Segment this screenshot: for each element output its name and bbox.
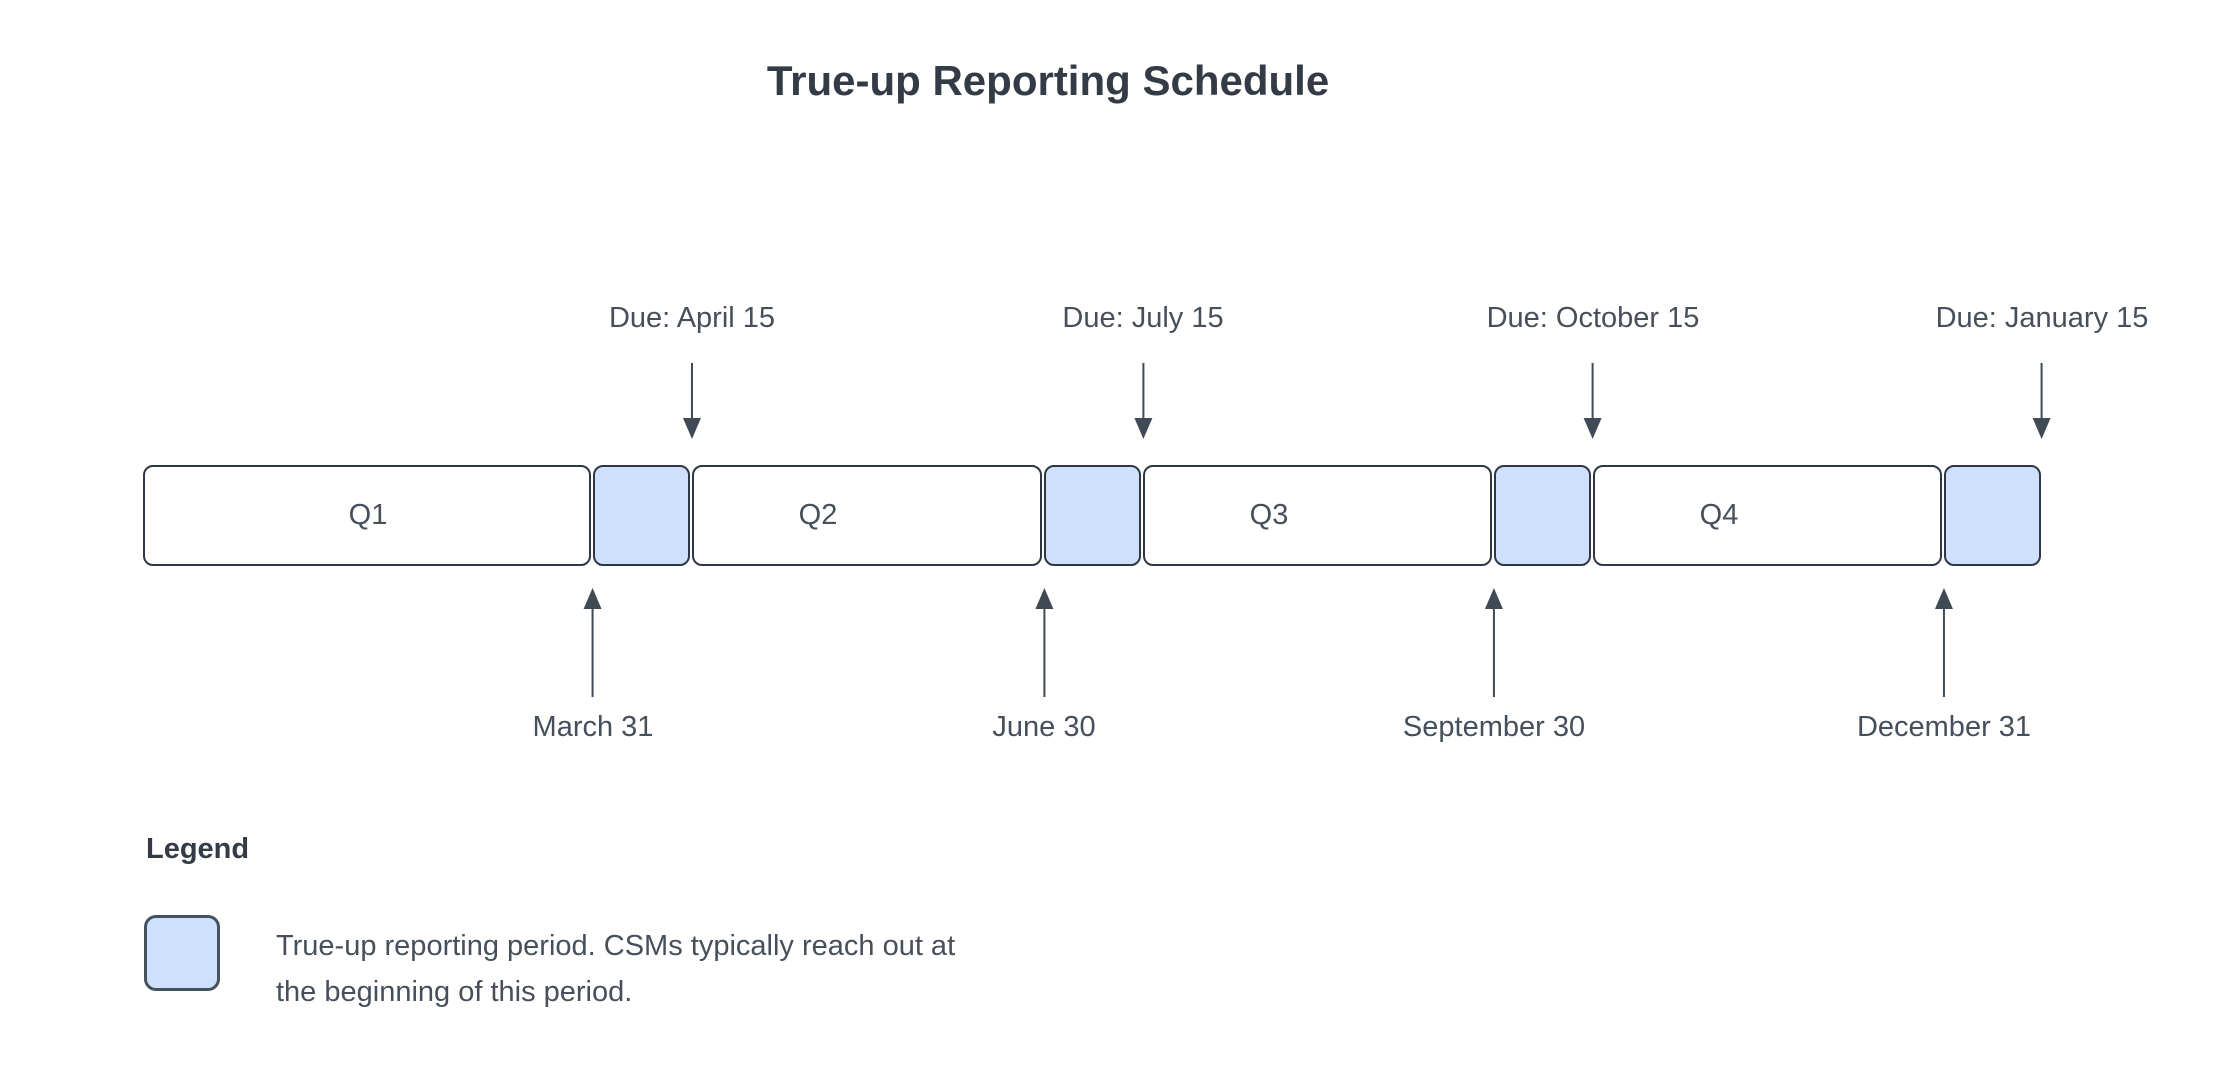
quarter-end-date-label: September 30 bbox=[1402, 711, 1586, 743]
due-date-label: Due: October 15 bbox=[1486, 302, 1700, 334]
diagram-title: True-up Reporting Schedule bbox=[766, 57, 1330, 104]
trueup-period-segment-4 bbox=[1944, 465, 2041, 566]
quarter-end-date-label: June 30 bbox=[992, 711, 1096, 743]
due-marker-q4: Due: January 15 bbox=[1935, 300, 2149, 439]
arrow-down-icon bbox=[1583, 363, 1602, 439]
date-marker-q4-end: December 31 bbox=[1857, 588, 2031, 745]
legend-swatch-trueup-period bbox=[144, 915, 220, 991]
arrow-shaft bbox=[690, 363, 693, 418]
arrowhead bbox=[1133, 418, 1152, 439]
trueup-period-segment-3 bbox=[1494, 465, 1591, 566]
arrow-up-icon bbox=[583, 588, 602, 697]
date-marker-q2-end: June 30 bbox=[992, 588, 1096, 745]
due-date-label: Due: January 15 bbox=[1935, 302, 2149, 334]
quarter-label-q3: Q3 bbox=[1249, 499, 1289, 531]
arrow-shaft bbox=[1141, 363, 1144, 418]
arrowhead bbox=[2033, 418, 2051, 439]
arrowhead bbox=[1484, 588, 1503, 609]
quarter-segment-q2 bbox=[692, 465, 1042, 566]
quarter-end-date-label: December 31 bbox=[1856, 711, 2032, 743]
legend-description-line1: True-up reporting period. CSMs typically… bbox=[276, 930, 956, 962]
due-date-label: Due: April 15 bbox=[608, 302, 776, 334]
legend-heading: Legend bbox=[146, 833, 250, 865]
arrowhead bbox=[1935, 588, 1953, 609]
quarter-segment-q3 bbox=[1143, 465, 1492, 566]
arrow-down-icon bbox=[1133, 363, 1152, 439]
quarter-end-date-label: March 31 bbox=[532, 711, 654, 743]
arrow-shaft bbox=[1492, 609, 1495, 697]
arrow-shaft bbox=[591, 609, 594, 697]
arrow-up-icon bbox=[1935, 588, 1953, 697]
trueup-period-segment-2 bbox=[1044, 465, 1141, 566]
due-date-label: Due: July 15 bbox=[1062, 302, 1224, 334]
due-marker-q3: Due: October 15 bbox=[1486, 300, 1700, 439]
quarter-label-q2: Q2 bbox=[798, 499, 838, 531]
timeline-bar bbox=[143, 465, 2042, 566]
arrow-down-icon bbox=[2033, 363, 2051, 439]
due-marker-q2: Due: July 15 bbox=[1062, 300, 1224, 439]
arrow-up-icon bbox=[1034, 588, 1053, 697]
date-marker-q3-end: September 30 bbox=[1403, 588, 1585, 745]
quarter-segment-q4 bbox=[1593, 465, 1942, 566]
legend-description-line2: the beginning of this period. bbox=[276, 976, 633, 1008]
quarter-label-q1: Q1 bbox=[348, 499, 388, 531]
arrow-down-icon bbox=[682, 363, 701, 439]
legend-description: True-up reporting period. CSMs typically… bbox=[276, 923, 955, 1015]
arrowhead bbox=[1034, 588, 1053, 609]
arrow-shaft bbox=[1591, 363, 1594, 418]
arrow-shaft bbox=[2041, 363, 2043, 418]
arrow-up-icon bbox=[1484, 588, 1503, 697]
arrow-shaft bbox=[1943, 609, 1945, 697]
due-marker-q1: Due: April 15 bbox=[609, 300, 775, 439]
arrow-shaft bbox=[1042, 609, 1045, 697]
arrowhead bbox=[1583, 418, 1602, 439]
date-marker-q1-end: March 31 bbox=[532, 588, 654, 745]
quarter-segment-q1 bbox=[143, 465, 591, 566]
quarter-label-q4: Q4 bbox=[1699, 499, 1739, 531]
trueup-period-segment-1 bbox=[593, 465, 690, 566]
arrowhead bbox=[583, 588, 602, 609]
arrowhead bbox=[682, 418, 701, 439]
